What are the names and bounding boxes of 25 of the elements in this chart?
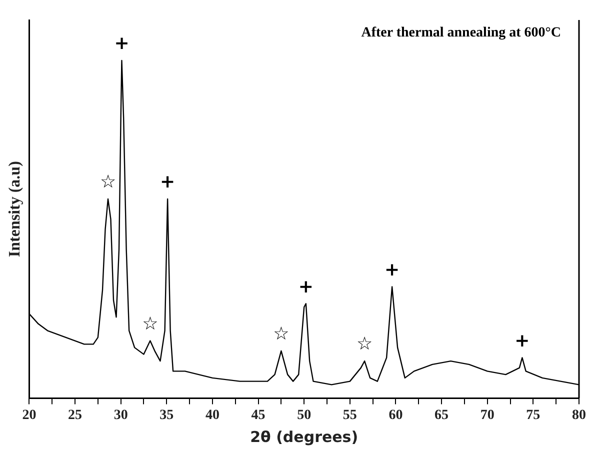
y-axis-title: Intensity (a.u) (6, 161, 24, 258)
annotation: ☆ (273, 324, 290, 345)
annotation: + (384, 259, 400, 280)
annotation: + (514, 330, 530, 352)
text: After thermal annealing at 600°C (361, 26, 561, 41)
x-tick-label: 60 (388, 408, 403, 424)
annotation: ☆ (100, 172, 116, 193)
annotation: ☆ (142, 313, 158, 334)
x-tick-label: 50 (297, 408, 312, 424)
x-tick-label: 25 (68, 408, 82, 424)
x-tick-label: 65 (434, 408, 449, 424)
x-tick-label: 55 (342, 408, 357, 424)
x-tick-label: 40 (205, 408, 220, 424)
x-axis-title: 2θ (degrees) (250, 428, 358, 446)
x-tick-label: 30 (114, 408, 128, 424)
annotation: + (160, 172, 176, 193)
annotation: + (114, 33, 130, 54)
annotation: ☆ (356, 334, 373, 355)
x-tick-label: 35 (160, 408, 174, 424)
x-tick-label: 45 (251, 408, 266, 424)
annotation: + (298, 276, 314, 298)
x-tick-label: 70 (480, 408, 494, 424)
x-tick-label: 75 (526, 408, 540, 424)
x-tick-label: 80 (572, 408, 586, 424)
x-tick-label: 20 (22, 408, 36, 424)
